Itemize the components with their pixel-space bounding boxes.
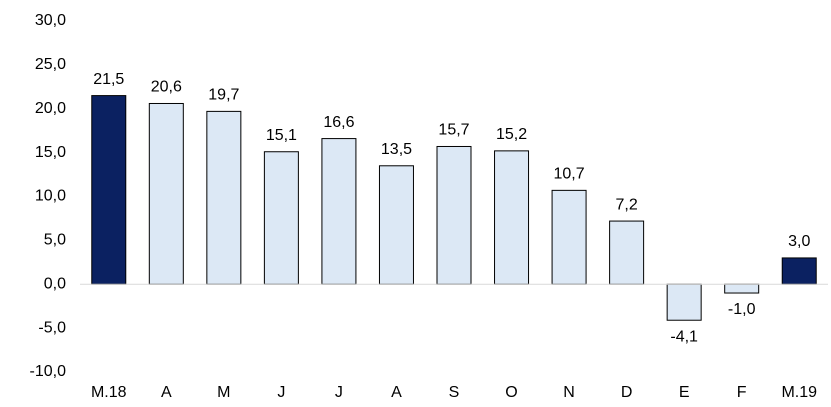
- bar: [206, 110, 242, 285]
- bar: [666, 283, 702, 321]
- value-label: 15,1: [266, 127, 297, 144]
- x-tick-label: F: [737, 384, 747, 401]
- bar: [263, 151, 299, 285]
- value-label: 13,5: [381, 141, 412, 158]
- value-label: -1,0: [728, 301, 756, 318]
- y-tick-label: 20,0: [35, 100, 66, 117]
- y-tick-label: -5,0: [38, 319, 66, 336]
- value-label: 10,7: [554, 166, 585, 183]
- x-tick-label: M.18: [91, 384, 127, 401]
- value-label: 16,6: [323, 114, 354, 131]
- y-tick-label: 30,0: [35, 12, 66, 29]
- bar: [436, 145, 472, 285]
- bar: [321, 138, 357, 285]
- bar: [724, 283, 760, 294]
- y-tick-label: -10,0: [30, 363, 67, 380]
- value-label: 19,7: [208, 87, 239, 104]
- value-label: -4,1: [670, 328, 698, 345]
- bar: [494, 150, 530, 285]
- value-label: 7,2: [615, 196, 637, 213]
- y-tick-label: 5,0: [44, 232, 66, 249]
- bar: [609, 220, 645, 285]
- x-tick-label: D: [621, 384, 633, 401]
- bar: [378, 165, 414, 285]
- y-tick-label: 0,0: [44, 275, 66, 292]
- bar: [781, 257, 817, 285]
- y-tick-label: 10,0: [35, 188, 66, 205]
- bar: [91, 95, 127, 285]
- value-label: 21,5: [93, 71, 124, 88]
- x-tick-label: J: [277, 384, 285, 401]
- x-tick-label: M.19: [781, 384, 817, 401]
- x-tick-label: J: [335, 384, 343, 401]
- x-tick-label: S: [449, 384, 460, 401]
- x-tick-label: O: [505, 384, 517, 401]
- value-label: 20,6: [151, 79, 182, 96]
- x-tick-label: M: [217, 384, 230, 401]
- y-tick-label: 25,0: [35, 56, 66, 73]
- value-label: 3,0: [788, 233, 810, 250]
- x-tick-label: E: [679, 384, 690, 401]
- value-label: 15,7: [438, 122, 469, 139]
- y-tick-label: 15,0: [35, 144, 66, 161]
- value-label: 15,2: [496, 126, 527, 143]
- x-tick-label: A: [391, 384, 402, 401]
- bar: [148, 102, 184, 285]
- bar: [551, 189, 587, 285]
- x-tick-label: N: [563, 384, 575, 401]
- x-tick-label: A: [161, 384, 172, 401]
